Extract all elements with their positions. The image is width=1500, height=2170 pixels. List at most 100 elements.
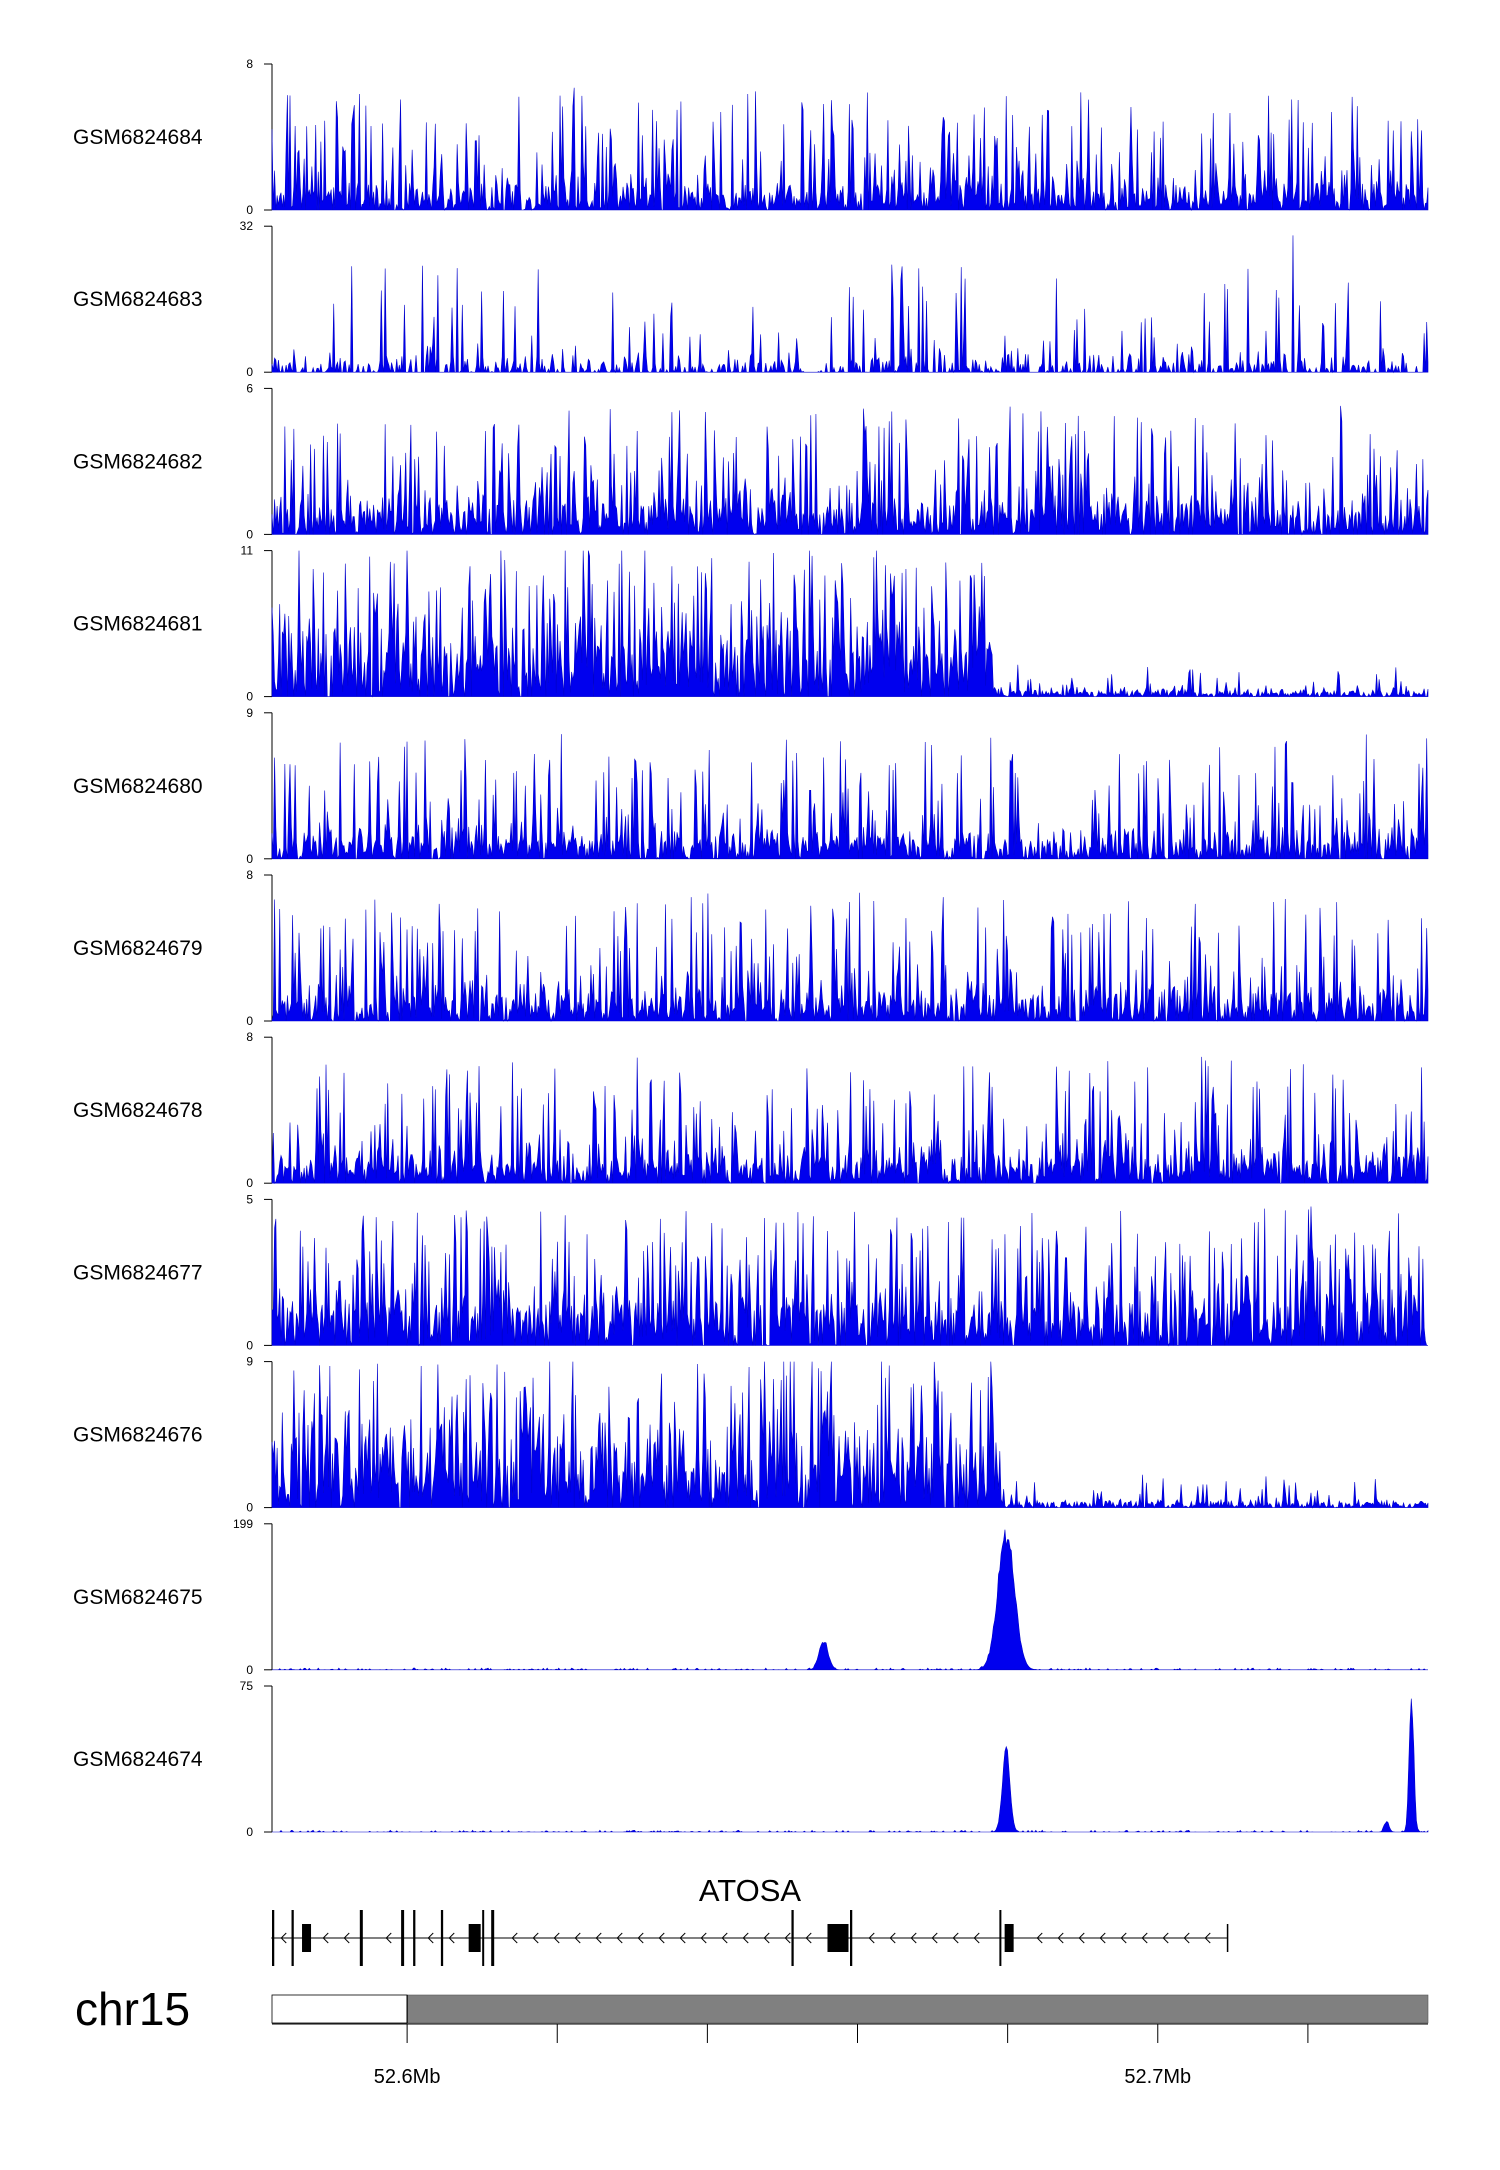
- y-min-label: 0: [246, 203, 253, 217]
- strand-arrow: [448, 1932, 455, 1944]
- y-min-label: 0: [246, 1501, 253, 1515]
- strand-arrow: [721, 1932, 728, 1944]
- track-label: GSM6824683: [73, 288, 203, 311]
- track-GSM6824681: GSM6824681 11 0: [73, 544, 1429, 704]
- track-label: GSM6824676: [73, 1424, 203, 1447]
- exon: [272, 1910, 275, 1966]
- x-tick-label: 52.7Mb: [1124, 2066, 1191, 2088]
- strand-arrow: [931, 1932, 938, 1944]
- y-max-label: 32: [240, 219, 254, 233]
- signal-area: [271, 1056, 1429, 1185]
- strand-arrow: [910, 1932, 917, 1944]
- strand-arrow: [1162, 1932, 1169, 1944]
- track-GSM6824674: GSM6824674 75 0: [73, 1679, 1429, 1839]
- y-min-label: 0: [246, 1338, 253, 1352]
- y-max-label: 8: [246, 57, 253, 71]
- signal-area: [271, 734, 1429, 860]
- track-GSM6824675: GSM6824675 199 0: [73, 1517, 1428, 1677]
- strand-arrow: [763, 1932, 770, 1944]
- x-tick-label: 52.6Mb: [374, 2066, 441, 2088]
- exon: [999, 1910, 1002, 1966]
- strand-arrow: [1183, 1932, 1190, 1944]
- y-max-label: 8: [246, 868, 253, 882]
- strand-arrow: [637, 1932, 644, 1944]
- exon: [440, 1910, 444, 1966]
- track-GSM6824677: GSM6824677 5 0: [73, 1192, 1428, 1352]
- strand-arrow: [679, 1932, 686, 1944]
- signal-area: [271, 405, 1429, 536]
- track-label: GSM6824675: [73, 1586, 203, 1609]
- exon: [791, 1910, 794, 1966]
- y-max-label: 8: [246, 1030, 253, 1044]
- y-max-label: 5: [246, 1192, 253, 1206]
- strand-arrow: [700, 1932, 707, 1944]
- y-max-label: 11: [241, 544, 254, 558]
- strand-arrow: [532, 1932, 539, 1944]
- exon: [413, 1910, 416, 1966]
- signal-tracks: GSM682468480GSM6824683320GSM682468260GSM…: [73, 57, 1429, 1839]
- y-max-label: 9: [246, 706, 253, 720]
- strand-arrow: [553, 1932, 560, 1944]
- track-label: GSM6824674: [73, 1748, 203, 1771]
- y-min-label: 0: [246, 690, 253, 704]
- strand-arrow: [280, 1932, 287, 1944]
- signal-area: [271, 87, 1429, 212]
- track-label: GSM6824679: [73, 937, 203, 960]
- y-min-label: 0: [246, 1014, 253, 1028]
- track-GSM6824679: GSM6824679 8 0: [73, 868, 1429, 1028]
- strand-arrow: [343, 1932, 350, 1944]
- chromosome-label: chr15: [75, 1983, 190, 2035]
- track-GSM6824678: GSM6824678 8 0: [73, 1030, 1429, 1190]
- ideogram-light-band: [271, 1994, 408, 2024]
- strand-arrow: [658, 1932, 665, 1944]
- ideogram-dark-band: [406, 1994, 1429, 2024]
- strand-arrow: [511, 1932, 518, 1944]
- strand-arrow: [973, 1932, 980, 1944]
- strand-arrow: [616, 1932, 623, 1944]
- strand-arrow: [889, 1932, 896, 1944]
- signal-area: [271, 892, 1429, 1023]
- strand-arrow: [595, 1932, 602, 1944]
- track-label: GSM6824684: [73, 126, 203, 149]
- strand-arrow: [1057, 1932, 1064, 1944]
- y-max-label: 9: [246, 1355, 253, 1369]
- strand-arrow: [1036, 1932, 1043, 1944]
- track-label: GSM6824680: [73, 775, 203, 798]
- y-min-label: 0: [246, 365, 253, 379]
- y-min-label: 0: [246, 1663, 253, 1677]
- signal-area: [271, 550, 1429, 698]
- strand-arrow: [385, 1932, 392, 1944]
- signal-area: [272, 1698, 1429, 1833]
- track-label: GSM6824677: [73, 1261, 203, 1284]
- exon: [850, 1910, 853, 1966]
- exon: [827, 1924, 849, 1952]
- track-GSM6824676: GSM6824676 9 0: [73, 1355, 1429, 1515]
- strand-arrow: [322, 1932, 329, 1944]
- signal-area: [272, 1529, 1428, 1671]
- exon: [291, 1910, 294, 1966]
- signal-area: [271, 235, 1429, 374]
- track-GSM6824684: GSM6824684 8 0: [73, 57, 1429, 217]
- strand-arrow: [868, 1932, 875, 1944]
- exon: [302, 1924, 312, 1952]
- y-max-label: 199: [233, 1517, 253, 1531]
- exon: [468, 1924, 481, 1952]
- strand-arrow: [427, 1932, 434, 1944]
- y-min-label: 0: [246, 527, 253, 541]
- strand-arrow: [742, 1932, 749, 1944]
- track-GSM6824680: GSM6824680 9 0: [73, 706, 1429, 866]
- y-min-label: 0: [246, 1825, 253, 1839]
- exon: [401, 1910, 405, 1966]
- gene-annotation-track: ATOSA: [271, 1873, 1229, 1966]
- exon: [359, 1910, 363, 1966]
- y-max-label: 75: [240, 1679, 254, 1693]
- strand-arrow: [784, 1932, 791, 1944]
- chromosome-axis: chr15 52.6Mb 52.7Mb: [75, 1983, 1429, 2088]
- strand-arrow: [952, 1932, 959, 1944]
- y-min-label: 0: [246, 852, 253, 866]
- track-GSM6824682: GSM6824682 6 0: [73, 381, 1429, 541]
- y-min-label: 0: [246, 1176, 253, 1190]
- strand-arrow: [1099, 1932, 1106, 1944]
- strand-arrow: [1141, 1932, 1148, 1944]
